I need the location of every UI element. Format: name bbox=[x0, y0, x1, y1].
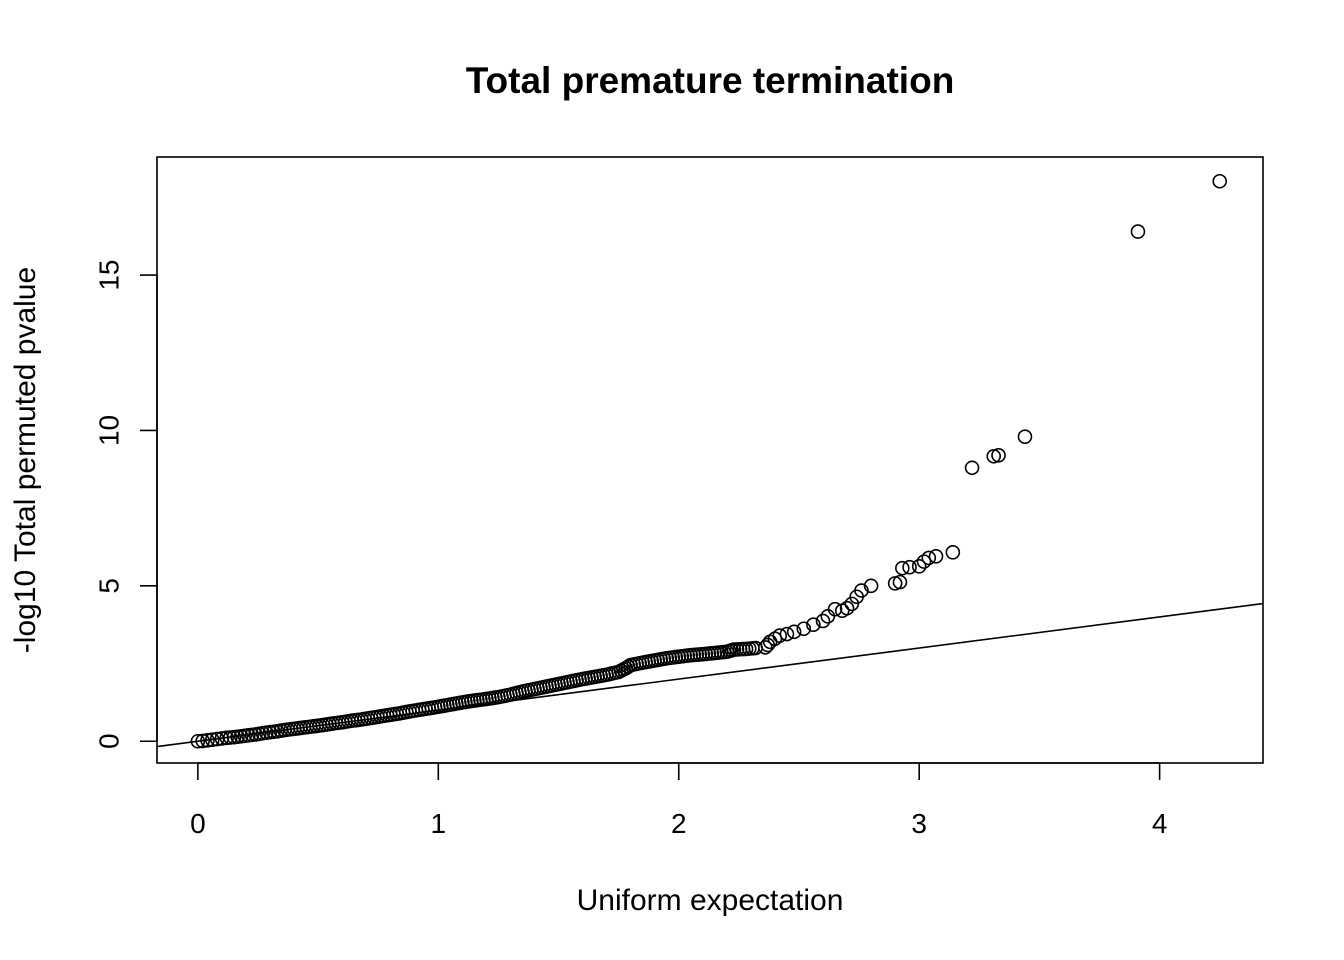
data-point bbox=[986, 448, 1002, 464]
data-point bbox=[1130, 224, 1146, 239]
data-point bbox=[964, 460, 980, 476]
data-point bbox=[815, 613, 831, 629]
data-point bbox=[839, 600, 855, 616]
data-point bbox=[895, 560, 910, 576]
x-tick-label: 1 bbox=[431, 808, 447, 839]
data-point bbox=[892, 574, 908, 590]
data-points bbox=[190, 173, 1228, 749]
x-tick-label: 0 bbox=[190, 808, 206, 839]
data-point bbox=[195, 733, 210, 749]
data-point bbox=[786, 624, 802, 640]
data-point bbox=[916, 554, 932, 569]
y-axis: 0 5 10 15 bbox=[94, 260, 158, 749]
data-point bbox=[1212, 173, 1228, 189]
data-point bbox=[844, 596, 860, 612]
data-point bbox=[1017, 429, 1033, 444]
y-tick-label: 10 bbox=[94, 415, 125, 446]
data-point bbox=[863, 578, 879, 594]
y-tick-label: 5 bbox=[94, 578, 125, 594]
chart-title: Total premature termination bbox=[466, 60, 955, 101]
x-tick-label: 3 bbox=[911, 808, 927, 839]
data-point bbox=[205, 732, 220, 747]
data-point bbox=[928, 549, 944, 564]
plot-frame bbox=[156, 156, 1264, 764]
data-point bbox=[214, 731, 230, 746]
y-axis-label: -log10 Total permuted pvalue bbox=[9, 267, 42, 653]
y-tick-label: 15 bbox=[94, 260, 125, 291]
data-point bbox=[911, 558, 927, 574]
x-tick-label: 4 bbox=[1152, 808, 1168, 839]
data-point bbox=[827, 601, 843, 617]
reference-line bbox=[157, 602, 1263, 748]
x-axis: 0 1 2 3 4 bbox=[190, 762, 1168, 839]
x-axis-label: Uniform expectation bbox=[577, 884, 844, 917]
data-point bbox=[921, 550, 937, 566]
data-point bbox=[779, 626, 795, 642]
y-tick-label: 0 bbox=[94, 733, 125, 749]
data-point bbox=[854, 583, 869, 598]
data-point bbox=[945, 544, 961, 560]
x-tick-label: 2 bbox=[671, 808, 687, 839]
data-point bbox=[806, 617, 821, 633]
data-point bbox=[902, 559, 917, 575]
data-point bbox=[796, 621, 812, 637]
data-point bbox=[772, 628, 788, 643]
data-point bbox=[991, 448, 1006, 463]
data-point bbox=[190, 733, 206, 749]
data-point bbox=[200, 733, 215, 748]
